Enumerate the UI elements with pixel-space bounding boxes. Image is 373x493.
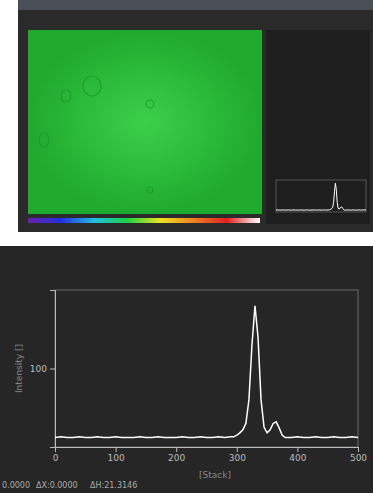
y-axis-title: Intensity [] [14,344,24,393]
tick: 400 [289,447,306,463]
tick-label: 200 [168,453,185,463]
y-axis: 100 [30,291,56,448]
tick-label: 500 [350,453,367,463]
cell-blob [83,76,101,96]
tick: 0 [53,447,59,463]
axis-line [56,448,359,453]
inset-frame [276,180,366,212]
inset-line [276,183,366,210]
x-axis: 0 100 200 300 400 500 [53,447,368,463]
green-image [28,30,262,214]
window-bg [18,0,373,232]
cell-blob [39,133,49,147]
plot-area [55,306,358,438]
chart-bg [0,246,373,493]
tick: 100 [30,364,55,374]
axis-line [50,291,56,448]
tick-label: 100 [108,453,125,463]
status-text: ΔX:0.0000 [36,481,78,490]
screenshot [18,0,373,232]
side-panel [266,30,370,224]
title-bar [18,0,373,10]
tick-mark [297,447,298,452]
tick-mark [358,447,359,452]
tick-mark [237,447,238,452]
page: 0 100 200 300 400 500 100 Intensity [] [Stack] 0.… [0,0,373,493]
tick-label: 0 [53,453,59,463]
plot-frame [55,290,358,447]
tick-mark [50,369,55,370]
cell-blob [61,90,71,102]
tick-label: 300 [229,453,246,463]
tick: 500 [350,447,367,463]
tick: 200 [168,447,185,463]
tick: 300 [229,447,246,463]
status-text: 0.0000 [2,481,30,490]
color-bar [28,218,260,223]
data-line [55,306,358,438]
status-text: ΔH:21.3146 [90,481,137,490]
cell-blob [147,187,153,193]
inset-plot [276,183,366,210]
tick-label: 100 [30,364,47,374]
x-axis-title: [Stack] [199,470,231,480]
tick-mark [176,447,177,452]
tick-mark [116,447,117,452]
tick: 100 [108,447,125,463]
cell-blob [146,100,154,108]
tick-label: 400 [289,453,306,463]
